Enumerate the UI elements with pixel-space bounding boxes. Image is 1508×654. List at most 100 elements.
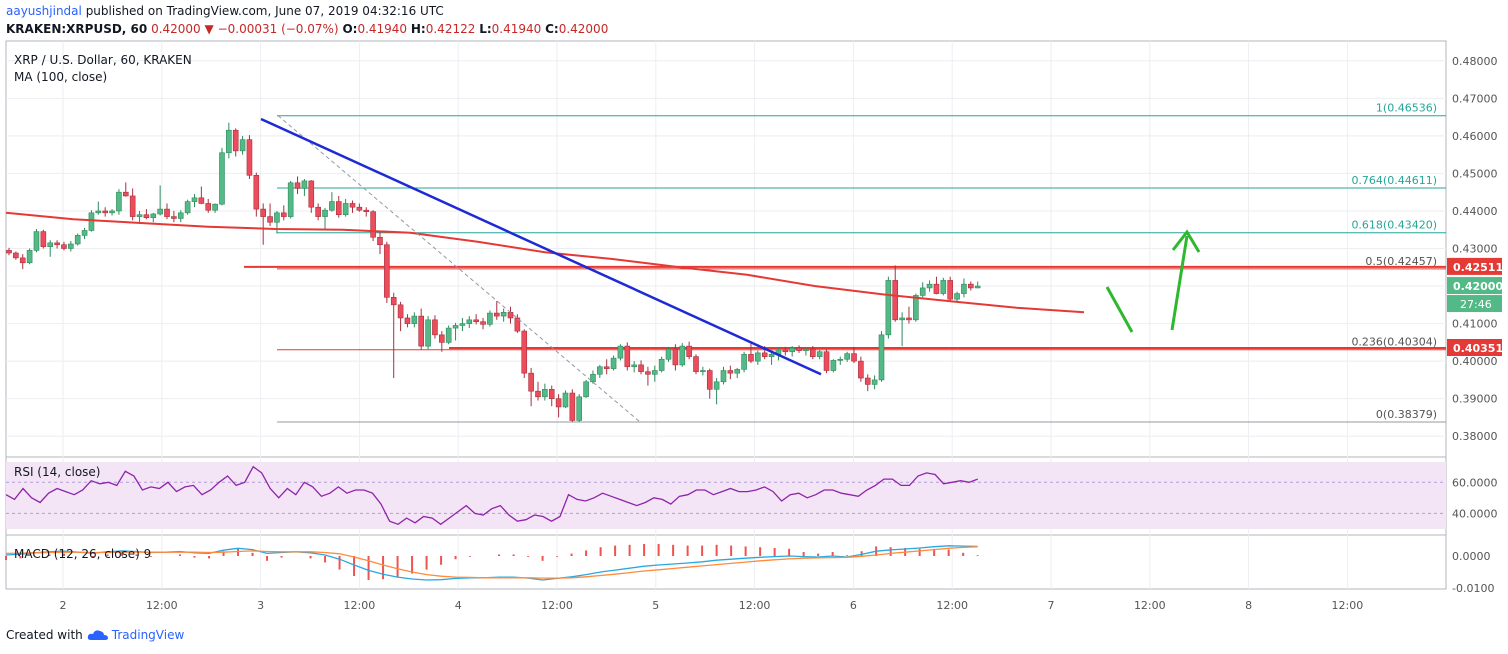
candle-body [590, 373, 596, 383]
candle-body [514, 317, 521, 332]
candle-body [33, 231, 40, 251]
time-tick-label: 12:00 [541, 599, 573, 612]
candle-body [542, 388, 548, 398]
candle-body [342, 203, 349, 216]
tradingview-brand: TradingView [111, 628, 185, 642]
candle-body [878, 334, 885, 381]
candle-body [432, 319, 438, 336]
candle-body [81, 230, 88, 236]
low-value: 0.41940 [491, 22, 542, 36]
candle-body [232, 129, 239, 152]
price-change: −0.00031 (−0.07%) [217, 22, 339, 36]
candle-body [246, 139, 253, 176]
candle-body [164, 208, 170, 217]
time-tick-label: 12:00 [1134, 599, 1166, 612]
fib-level-label: 1(0.46536) [1376, 102, 1437, 115]
grid [6, 41, 1447, 589]
candles-layer [6, 122, 981, 422]
candle-body [892, 280, 899, 321]
author-link[interactable]: aayushjindal [6, 4, 82, 18]
breakout-arrow-head [1171, 229, 1201, 253]
candle-body [830, 360, 837, 371]
candle-body [226, 129, 232, 154]
candle-body [191, 197, 198, 202]
candle-body [129, 195, 136, 217]
time-tick-label: 4 [455, 599, 462, 612]
candle-body [500, 312, 507, 317]
candle-body [95, 210, 102, 214]
fib-level-label: 0(0.38379) [1376, 408, 1437, 421]
candle-body [61, 244, 67, 249]
candle-body [651, 370, 658, 375]
candle-body [363, 209, 370, 213]
pullback-arrow-line [1105, 286, 1134, 333]
candle-body [397, 304, 404, 319]
candle-body [322, 209, 328, 217]
candle-body [136, 214, 143, 217]
candle-body [308, 180, 315, 208]
macd-legend: MACD (12, 26, close) 9 [14, 547, 151, 561]
candle-body [803, 348, 809, 351]
tradingview-logo[interactable]: TradingView [87, 628, 185, 642]
candle-body [425, 319, 431, 347]
time-tick-label: 8 [1245, 599, 1252, 612]
candle-body [789, 347, 795, 353]
candle-body [74, 235, 81, 245]
price-tick-label: 0.40000 [1452, 355, 1498, 368]
candle-body [280, 212, 287, 217]
candle-body [274, 212, 280, 223]
close-value: 0.42000 [558, 22, 609, 36]
levels-layer: 1(0.46536) 0.764(0.44611) 0.618(0.43420) 0.… [244, 102, 1446, 423]
candle-body [548, 388, 555, 399]
candle-body [177, 212, 184, 219]
breakout-arrow-line [1170, 235, 1189, 331]
candle-body [940, 280, 947, 294]
candle-body [597, 366, 603, 375]
candle-body [535, 390, 541, 398]
candle-body [610, 357, 617, 369]
candle-body [734, 369, 741, 374]
candle-body [521, 330, 528, 374]
candle-body [906, 317, 912, 321]
candle-body [356, 206, 363, 211]
rsi-tick-label: 40.0000 [1452, 507, 1498, 520]
low-label: L: [479, 22, 492, 36]
bearish-trendline [260, 117, 822, 376]
candle-body [658, 358, 665, 371]
last-price-tag [1447, 277, 1502, 295]
candle-body [68, 243, 74, 249]
candle-body [672, 348, 679, 366]
candle-body [377, 236, 383, 246]
candle-body [713, 381, 720, 390]
price-tick-label: 0.45000 [1452, 167, 1498, 180]
time-tick-label: 2 [60, 599, 67, 612]
candle-body [143, 214, 150, 219]
high-label: H: [410, 22, 426, 36]
close-label: C: [545, 22, 559, 36]
macd-signal-line [5, 546, 978, 579]
candle-body [507, 312, 514, 319]
level-price-tag-label: 0.40351 [1453, 342, 1503, 355]
rsi-line [5, 465, 978, 526]
candle-body [40, 231, 47, 247]
fib-guide-line [277, 115, 641, 423]
change-arrow: ▼ [204, 22, 214, 36]
candle-body [6, 250, 12, 254]
countdown-tag [1447, 295, 1502, 313]
ma-legend: MA (100, close) [14, 70, 107, 84]
chart-title: XRP / U.S. Dollar, 60, KRAKEN [14, 53, 192, 67]
price-tick-label: 0.38000 [1452, 430, 1498, 443]
candle-body [459, 323, 466, 326]
fib-level-label: 0.5(0.42457) [1365, 255, 1437, 268]
time-tick-label: 6 [850, 599, 857, 612]
candle-body [727, 370, 734, 374]
rsi-tick-label: 60.0000 [1452, 476, 1498, 489]
header-line-2: KRAKEN:XRPUSD, 60 0.42000 ▼ −0.00031 (−0… [6, 22, 608, 36]
fib-level-label: 0.236(0.40304) [1351, 336, 1437, 349]
price-tick-label: 0.44000 [1452, 205, 1498, 218]
candle-body [700, 370, 706, 372]
candle-body [205, 203, 212, 211]
candle-body [864, 377, 871, 385]
candle-body [837, 358, 844, 361]
